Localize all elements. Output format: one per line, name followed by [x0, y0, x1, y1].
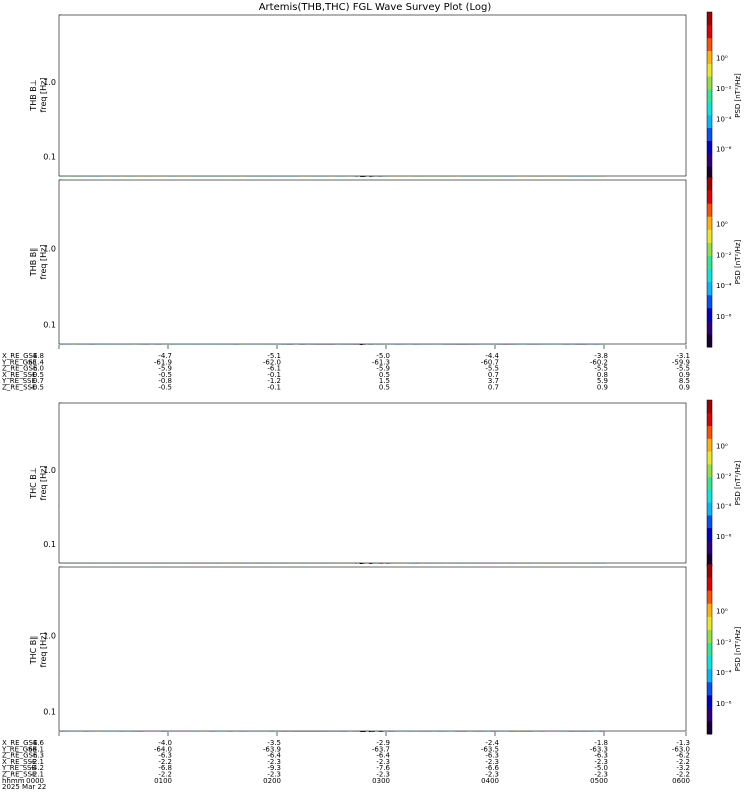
thc-perp-panel: 0.11.0 THC B⊥ freq [Hz] — [29, 403, 686, 563]
figure-title: Artemis(THB,THC) FGL Wave Survey Plot (L… — [259, 2, 492, 13]
thb-par-frame — [59, 180, 686, 344]
thb-par-panel: 0.11.0 THB B∥ freq [Hz] — [29, 180, 686, 344]
thb-perp-freq-axis-label: freq [Hz] — [39, 78, 48, 113]
thb-par-freq-axis-label: freq [Hz] — [39, 245, 48, 280]
thb-perp-freq-tick-label: 0.1 — [43, 153, 56, 162]
thb-perp-panel-label: THB B⊥ — [29, 79, 38, 111]
thb-perp-panel: 0.11.0 THB B⊥ freq [Hz] — [29, 15, 686, 176]
thb-perp-frame — [59, 15, 686, 176]
thb-par-panel-label: THB B∥ — [29, 248, 38, 277]
thb-par-freq-tick-label: 0.1 — [43, 320, 56, 329]
